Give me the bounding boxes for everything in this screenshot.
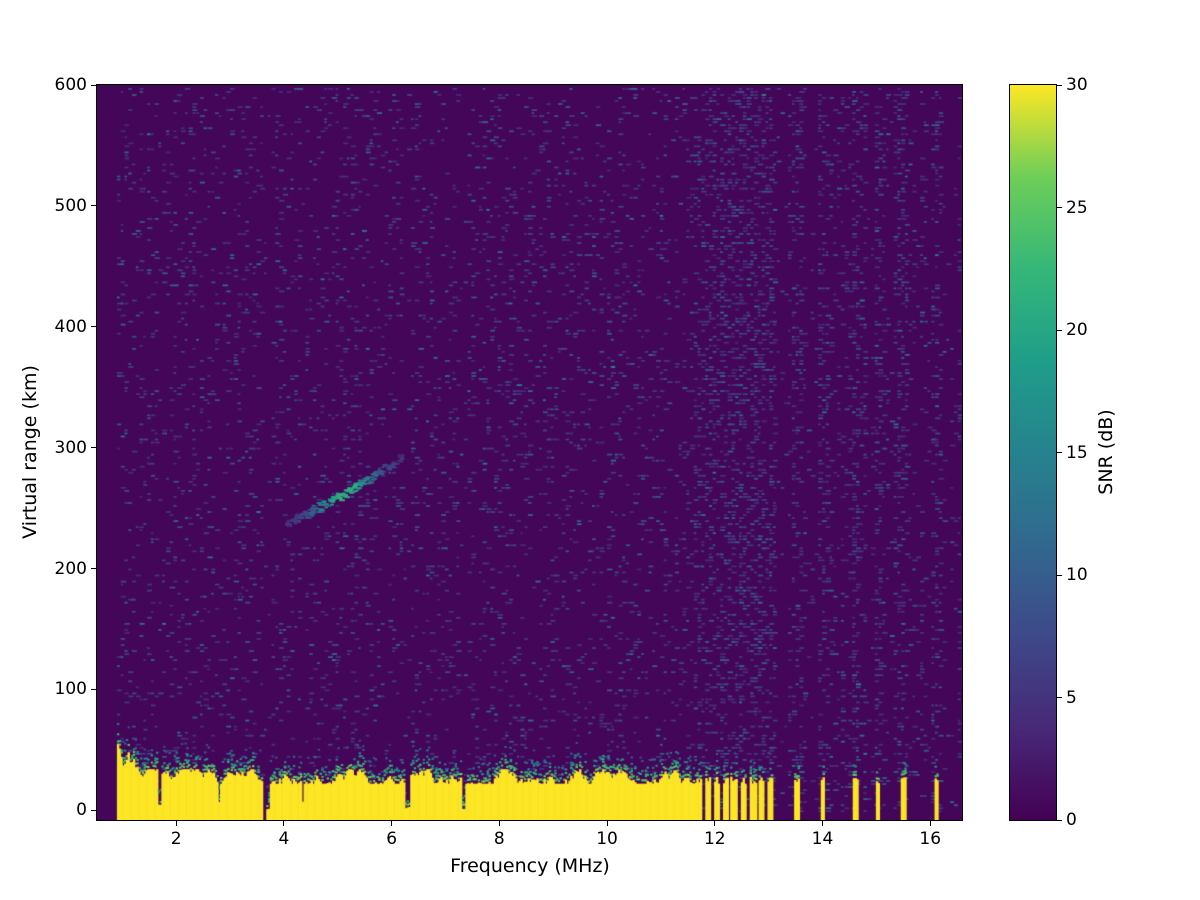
y-tick-mark <box>91 809 96 811</box>
x-tick-label: 8 <box>493 829 505 849</box>
x-tick-label: 12 <box>703 829 726 849</box>
y-tick-mark <box>91 205 96 207</box>
colorbar-tick-mark <box>1057 329 1062 331</box>
colorbar-tick-mark <box>1057 452 1062 453</box>
x-tick-label: 14 <box>811 829 834 849</box>
y-tick-mark <box>91 688 96 690</box>
ionogram-heatmap-canvas <box>97 85 962 820</box>
x-tick-label: 10 <box>596 829 618 849</box>
colorbar-tick-label: 10 <box>1066 565 1088 585</box>
x-tick-label: 6 <box>386 829 398 849</box>
y-tick-label: 0 <box>76 800 87 821</box>
colorbar-tick-mark <box>1057 84 1062 86</box>
colorbar-label: SNR (dB) <box>1095 409 1117 495</box>
y-tick-mark <box>91 326 96 328</box>
y-tick-label: 200 <box>54 558 87 579</box>
y-tick-mark <box>91 84 96 86</box>
colorbar-tick-mark <box>1057 819 1062 821</box>
x-tick-mark <box>929 821 931 826</box>
x-tick-mark <box>283 821 285 826</box>
x-tick-mark <box>714 821 716 826</box>
colorbar-tick-label: 30 <box>1066 75 1088 95</box>
x-tick-mark <box>822 821 823 826</box>
colorbar <box>1009 84 1057 821</box>
x-tick-label: 16 <box>919 829 942 849</box>
y-tick-label: 400 <box>54 316 87 337</box>
colorbar-tick-label: 0 <box>1066 810 1077 830</box>
y-axis-label: Virtual range (km) <box>19 365 41 539</box>
colorbar-tick-label: 25 <box>1066 197 1088 218</box>
x-tick-label: 2 <box>170 829 182 849</box>
y-tick-label: 500 <box>54 195 87 216</box>
y-tick-label: 600 <box>54 75 87 95</box>
y-tick-label: 100 <box>54 679 87 700</box>
y-tick-mark <box>91 447 96 449</box>
x-tick-label: 4 <box>278 829 290 849</box>
plot-area <box>96 84 963 821</box>
colorbar-tick-mark <box>1057 207 1062 208</box>
colorbar-tick-mark <box>1057 574 1062 576</box>
x-tick-mark <box>498 821 500 826</box>
colorbar-tick-mark <box>1057 697 1062 698</box>
colorbar-tick-label: 5 <box>1066 687 1077 708</box>
colorbar-tick-label: 20 <box>1066 320 1088 340</box>
y-tick-label: 300 <box>54 437 87 458</box>
colorbar-tick-label: 15 <box>1066 442 1088 463</box>
x-axis-label: Frequency (MHz) <box>450 855 610 877</box>
y-tick-mark <box>91 568 96 570</box>
x-tick-mark <box>606 821 608 826</box>
x-tick-mark <box>391 821 393 826</box>
x-tick-mark <box>175 821 177 826</box>
